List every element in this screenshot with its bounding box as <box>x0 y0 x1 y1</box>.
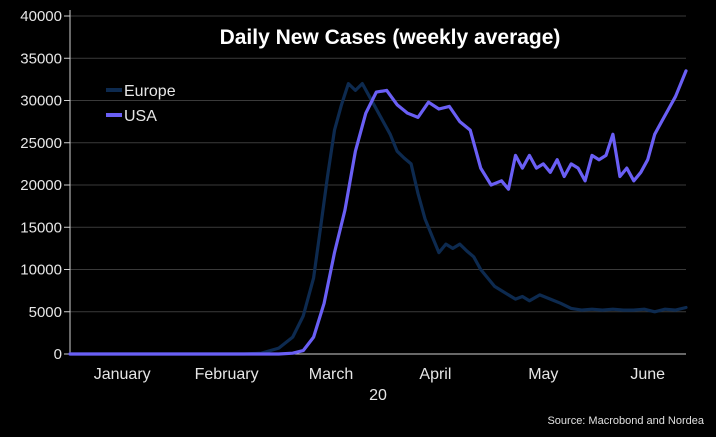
x-tick-label: April <box>419 366 451 383</box>
legend: Europe USA <box>106 83 176 125</box>
x-tick-label: January <box>94 366 151 383</box>
series-line-europe <box>68 81 688 356</box>
x-tick-label: February <box>195 366 259 383</box>
source-note: Source: Macrobond and Nordea <box>547 415 704 427</box>
legend-label-europe: Europe <box>124 83 176 100</box>
y-tick-label: 30000 <box>20 93 62 110</box>
y-tick-label: 5000 <box>29 304 62 321</box>
y-tick-label: 15000 <box>20 219 62 236</box>
x-tick-label: March <box>309 366 353 383</box>
axes <box>69 10 686 355</box>
y-tick-label: 10000 <box>20 262 62 279</box>
y-axis-tick-labels: 0 5000 10000 15000 20000 25000 30000 35000 40000 <box>20 8 70 363</box>
x-axis-tick-labels: January February March April May June <box>94 366 665 383</box>
gridlines <box>70 15 686 313</box>
chart-title: Daily New Cases (weekly average) <box>220 26 561 49</box>
x-tick-label: June <box>630 366 665 383</box>
legend-label-usa: USA <box>124 108 157 125</box>
y-tick-label: 35000 <box>20 50 62 67</box>
x-tick-label: May <box>528 366 558 383</box>
series-line-usa <box>68 69 688 356</box>
y-tick-label: 20000 <box>20 177 62 194</box>
y-tick-label: 0 <box>54 346 62 363</box>
x-axis-label: 20 <box>369 387 387 404</box>
y-tick-label: 25000 <box>20 135 62 152</box>
data-series <box>68 69 688 356</box>
y-tick-label: 40000 <box>20 8 62 25</box>
